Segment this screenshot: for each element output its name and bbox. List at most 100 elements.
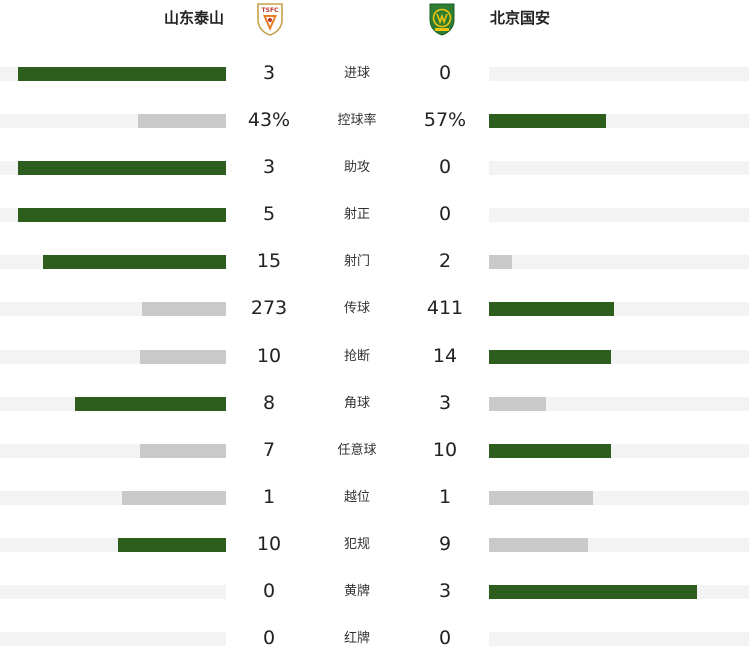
away-stat-value: 0	[438, 203, 452, 226]
home-stat-value: 15	[256, 250, 282, 273]
home-stat-bar	[18, 161, 226, 176]
home-bar-track	[0, 208, 226, 223]
away-bar-track	[489, 585, 749, 600]
away-bar-track	[489, 490, 749, 505]
stat-label: 抢断	[343, 348, 370, 364]
home-stat-value: 10	[256, 532, 282, 555]
away-stat-value: 3	[438, 580, 452, 603]
home-stat-value: 10	[256, 344, 282, 367]
away-bar-track	[489, 396, 749, 411]
away-stat-bar	[489, 114, 606, 129]
home-stat-value: 0	[262, 627, 276, 650]
away-bar-track	[489, 632, 749, 647]
away-stat-value: 411	[426, 297, 464, 320]
beijing-guoan-crest-icon[interactable]	[427, 2, 457, 36]
home-stat-value: 1	[262, 485, 276, 508]
home-stat-value: 273	[250, 297, 288, 320]
home-stat-value: 0	[262, 580, 276, 603]
away-stat-value: 3	[438, 391, 452, 414]
stat-row: 3 进球 0	[0, 48, 756, 95]
stat-row: 8 角球 3	[0, 378, 756, 425]
home-bar-track	[0, 490, 226, 505]
away-stat-bar	[489, 537, 588, 552]
stat-row: 5 射正 0	[0, 189, 756, 236]
home-bar-track	[0, 443, 226, 458]
away-stat-value: 14	[432, 344, 458, 367]
stat-label: 越位	[343, 489, 370, 505]
home-bar-track	[0, 396, 226, 411]
away-stat-bar	[489, 302, 614, 317]
stat-row: 10 抢断 14	[0, 331, 756, 378]
stat-label: 犯规	[343, 536, 370, 552]
away-bar-track	[489, 255, 749, 270]
home-stat-bar	[137, 114, 226, 129]
home-stat-bar	[117, 537, 226, 552]
home-team-name[interactable]: 山东泰山	[163, 9, 224, 27]
home-stat-bar	[18, 67, 226, 81]
home-bar-track	[0, 67, 226, 81]
home-stat-value: 7	[262, 438, 276, 461]
away-stat-bar	[489, 396, 547, 411]
home-stat-value: 3	[262, 62, 276, 84]
stat-row: 10 犯规 9	[0, 519, 756, 566]
away-stat-value: 0	[438, 156, 452, 179]
stat-row: 0 红牌 0	[0, 613, 756, 660]
away-bar-track	[489, 349, 749, 364]
home-stat-bar	[140, 443, 226, 458]
away-team-name[interactable]: 北京国安	[490, 9, 551, 27]
home-bar-track	[0, 161, 226, 176]
stat-label: 控球率	[337, 113, 377, 129]
away-stat-bar	[489, 255, 513, 270]
stat-row: 1 越位 1	[0, 472, 756, 519]
stat-label: 红牌	[343, 631, 370, 647]
stat-row: 15 射门 2	[0, 236, 756, 283]
away-bar-track	[489, 161, 749, 176]
home-stat-bar	[74, 396, 226, 411]
home-stat-value: 8	[262, 391, 276, 414]
stat-label: 助攻	[343, 160, 370, 176]
away-stat-value: 10	[432, 438, 458, 461]
away-stat-value: 1	[438, 485, 452, 508]
away-stat-value: 0	[438, 62, 452, 84]
home-bar-track	[0, 585, 226, 600]
stat-label: 传球	[343, 301, 370, 317]
away-stat-value: 2	[438, 250, 452, 273]
home-stat-value: 43%	[247, 109, 291, 132]
home-stat-bar	[140, 349, 226, 364]
home-bar-track	[0, 632, 226, 647]
stat-label: 射正	[343, 207, 370, 223]
away-stat-bar	[489, 490, 593, 505]
stat-row: 43% 控球率 57%	[0, 95, 756, 142]
home-logo-text: TSFC	[262, 7, 280, 14]
away-bar-track	[489, 67, 749, 81]
away-stat-bar	[489, 349, 612, 364]
away-bar-track	[489, 302, 749, 317]
stat-label: 角球	[343, 395, 370, 411]
away-bar-track	[489, 114, 749, 129]
stat-row: 3 助攻 0	[0, 142, 756, 189]
stat-label: 任意球	[337, 442, 377, 458]
stat-row: 7 任意球 10	[0, 425, 756, 472]
home-stat-value: 5	[262, 203, 276, 226]
home-bar-track	[0, 114, 226, 129]
home-bar-track	[0, 255, 226, 270]
match-header: 山东泰山 TSFC 北京国安	[0, 0, 756, 44]
away-stat-value: 9	[438, 532, 452, 555]
stat-row: 0 黄牌 3	[0, 566, 756, 613]
stat-row: 273 传球 411	[0, 283, 756, 330]
stat-label: 进球	[343, 66, 370, 81]
home-stat-bar	[122, 490, 226, 505]
home-stat-bar	[42, 255, 226, 270]
away-stat-value: 0	[438, 627, 452, 650]
home-stat-bar	[18, 208, 226, 223]
stats-list: 3 进球 0 43% 控球率 57% 3 助攻 0 5 射正 0 15 射门 2 273 传球 411 10 抢断 14…	[0, 48, 756, 660]
away-stat-value: 57%	[423, 109, 467, 132]
home-bar-track	[0, 302, 226, 317]
shandong-taishan-crest-icon[interactable]: TSFC	[255, 2, 285, 36]
away-stat-bar	[489, 443, 612, 458]
away-bar-track	[489, 537, 749, 552]
home-bar-track	[0, 537, 226, 552]
stat-label: 射门	[343, 254, 370, 270]
home-stat-bar	[142, 302, 226, 317]
away-bar-track	[489, 443, 749, 458]
